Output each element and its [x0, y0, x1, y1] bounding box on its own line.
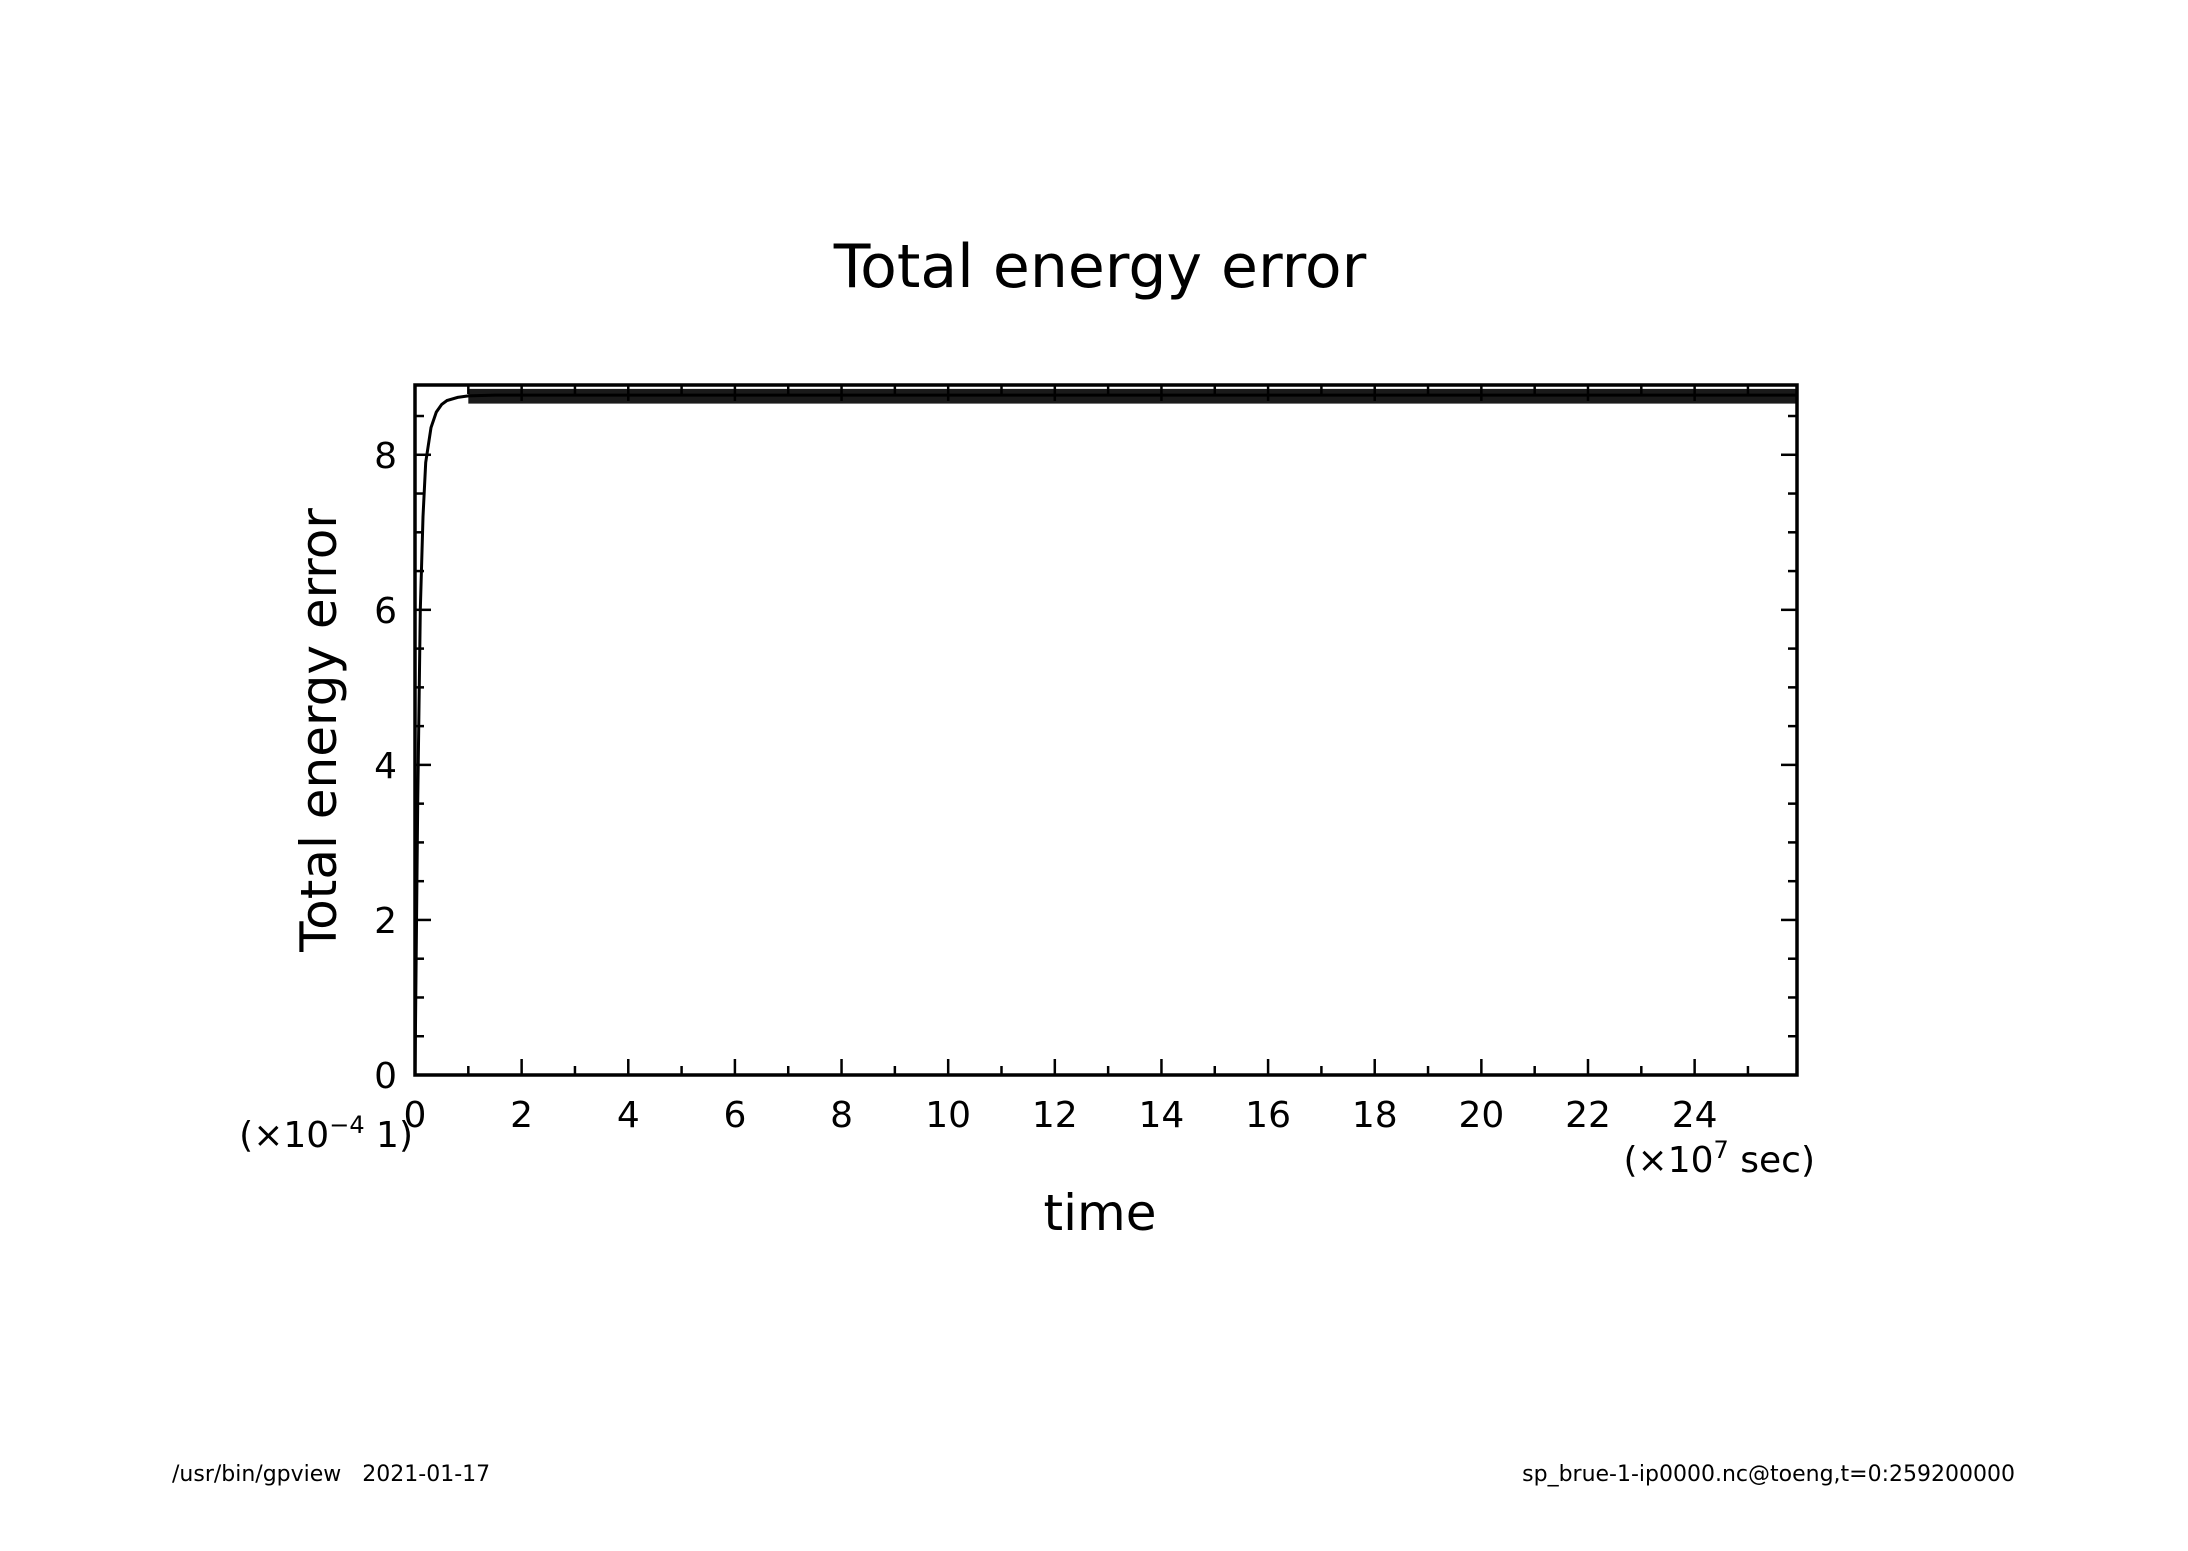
y-axis-multiplier: (×10−4 1) — [239, 1111, 413, 1156]
x-tick-label: 20 — [1458, 1095, 1504, 1136]
x-tick-label: 12 — [1032, 1095, 1078, 1136]
y-tick-label: 0 — [374, 1056, 397, 1097]
x-axis: 0 2 4 6 8 10 12 14 16 18 20 22 24 — [404, 385, 1750, 1136]
x-tick-label: 16 — [1245, 1095, 1291, 1136]
x-tick-label: 24 — [1672, 1095, 1718, 1136]
y-tick-label: 6 — [374, 591, 397, 632]
x-tick-label: 8 — [830, 1095, 853, 1136]
x-axis-title: time — [1044, 1184, 1157, 1242]
x-tick-label: 14 — [1139, 1095, 1185, 1136]
x-tick-label: 22 — [1565, 1095, 1611, 1136]
x-tick-label: 4 — [617, 1095, 640, 1136]
x-tick-label: 18 — [1352, 1095, 1398, 1136]
plot-frame — [413, 383, 1799, 1077]
y-tick-label: 8 — [374, 436, 397, 477]
x-tick-label: 10 — [925, 1095, 971, 1136]
y-axis-title: Total energy error — [290, 508, 348, 953]
chart-title: Total energy error — [833, 232, 1367, 302]
x-axis-multiplier: (×107 sec) — [1624, 1136, 1816, 1181]
plot-area — [413, 383, 1799, 1077]
x-tick-label: 2 — [510, 1095, 533, 1136]
y-tick-label: 4 — [374, 746, 397, 787]
series-line — [413, 393, 1797, 1076]
y-axis: 0 2 4 6 8 — [374, 414, 1797, 1097]
footer-left: /usr/bin/gpview 2021-01-17 — [172, 1462, 490, 1487]
y-tick-label: 2 — [374, 901, 397, 942]
x-tick-label: 0 — [404, 1095, 427, 1136]
x-tick-label: 6 — [723, 1095, 746, 1136]
footer-right: sp_brue-1-ip0000.nc@toeng,t=0:259200000 — [1522, 1462, 2015, 1487]
